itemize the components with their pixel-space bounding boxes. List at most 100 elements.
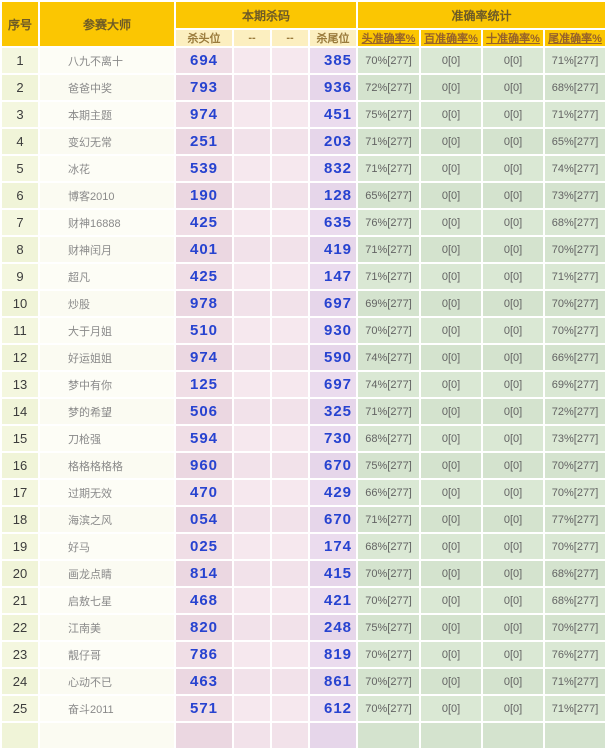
- kill-mid-2-cell: [272, 291, 308, 316]
- hundred-accuracy: [421, 723, 482, 748]
- ten-accuracy: 0[0]: [483, 345, 544, 370]
- tail-accuracy: 73%[277]: [545, 426, 606, 451]
- group-header-accuracy-stats: 准确率统计: [358, 2, 606, 28]
- hundred-accuracy: 0[0]: [421, 399, 482, 424]
- table-row: 23 靓仔哥 786 819 70%[277] 0[0] 0[0] 76%[27…: [2, 642, 606, 667]
- hundred-accuracy: 0[0]: [421, 372, 482, 397]
- sort-link-ten-accuracy[interactable]: 十准确率%: [483, 30, 544, 46]
- sort-link-tail-accuracy-label[interactable]: 尾准确率%: [548, 33, 602, 45]
- kill-mid-2-cell: [272, 642, 308, 667]
- row-index: 1: [2, 48, 38, 73]
- col-header-kill-head: 杀头位: [176, 30, 232, 46]
- ten-accuracy: 0[0]: [483, 561, 544, 586]
- head-accuracy: 68%[277]: [358, 534, 420, 559]
- tail-accuracy: 65%[277]: [545, 129, 606, 154]
- kill-head-value: 054: [176, 507, 232, 532]
- kill-head-value: 401: [176, 237, 232, 262]
- head-accuracy: 70%[277]: [358, 318, 420, 343]
- hundred-accuracy: 0[0]: [421, 507, 482, 532]
- master-name: 冰花: [40, 156, 174, 181]
- row-index: 3: [2, 102, 38, 127]
- kill-head-value: 468: [176, 588, 232, 613]
- hundred-accuracy: 0[0]: [421, 561, 482, 586]
- sort-link-hundred-accuracy[interactable]: 百准确率%: [421, 30, 482, 46]
- head-accuracy: 70%[277]: [358, 669, 420, 694]
- kill-tail-value: 385: [310, 48, 357, 73]
- kill-head-value: [176, 723, 232, 748]
- kill-mid-1-cell: [234, 102, 270, 127]
- ten-accuracy: [483, 723, 544, 748]
- kill-mid-1-cell: [234, 183, 270, 208]
- hundred-accuracy: 0[0]: [421, 669, 482, 694]
- kill-head-value: 978: [176, 291, 232, 316]
- master-name: 梦中有你: [40, 372, 174, 397]
- tail-accuracy: 71%[277]: [545, 696, 606, 721]
- master-name: 好运姐姐: [40, 345, 174, 370]
- kill-head-value: 510: [176, 318, 232, 343]
- ten-accuracy: 0[0]: [483, 453, 544, 478]
- kill-mid-2-cell: [272, 372, 308, 397]
- row-index: [2, 723, 38, 748]
- kill-head-value: 470: [176, 480, 232, 505]
- table-row: [2, 723, 606, 748]
- row-index: 21: [2, 588, 38, 613]
- kill-mid-1-cell: [234, 723, 270, 748]
- ten-accuracy: 0[0]: [483, 480, 544, 505]
- table-row: 5 冰花 539 832 71%[277] 0[0] 0[0] 74%[277]: [2, 156, 606, 181]
- sort-link-head-accuracy[interactable]: 头准确率%: [358, 30, 420, 46]
- col-header-index: 序号: [2, 2, 38, 46]
- table-row: 2 爸爸中奖 793 936 72%[277] 0[0] 0[0] 68%[27…: [2, 75, 606, 100]
- kill-head-value: 190: [176, 183, 232, 208]
- tail-accuracy: 70%[277]: [545, 480, 606, 505]
- ten-accuracy: 0[0]: [483, 669, 544, 694]
- sort-link-head-accuracy-label[interactable]: 头准确率%: [361, 33, 416, 45]
- table-body: 1 八九不离十 694 385 70%[277] 0[0] 0[0] 71%[2…: [2, 48, 606, 748]
- ten-accuracy: 0[0]: [483, 237, 544, 262]
- sort-link-hundred-accuracy-label[interactable]: 百准确率%: [424, 33, 478, 45]
- kill-tail-value: 147: [310, 264, 357, 289]
- table-row: 13 梦中有你 125 697 74%[277] 0[0] 0[0] 69%[2…: [2, 372, 606, 397]
- master-name: 启敖七星: [40, 588, 174, 613]
- kill-mid-2-cell: [272, 75, 308, 100]
- master-name: 大于月姐: [40, 318, 174, 343]
- table-row: 18 海滨之风 054 670 71%[277] 0[0] 0[0] 77%[2…: [2, 507, 606, 532]
- master-name: 变幻无常: [40, 129, 174, 154]
- kill-mid-2-cell: [272, 237, 308, 262]
- col-header-kill-tail: 杀尾位: [310, 30, 357, 46]
- kill-tail-value: 128: [310, 183, 357, 208]
- tail-accuracy: 71%[277]: [545, 102, 606, 127]
- table-row: 20 画龙点睛 814 415 70%[277] 0[0] 0[0] 68%[2…: [2, 561, 606, 586]
- row-index: 8: [2, 237, 38, 262]
- sort-link-ten-accuracy-label[interactable]: 十准确率%: [486, 33, 540, 45]
- row-index: 17: [2, 480, 38, 505]
- table-row: 17 过期无效 470 429 66%[277] 0[0] 0[0] 70%[2…: [2, 480, 606, 505]
- hundred-accuracy: 0[0]: [421, 318, 482, 343]
- kill-head-value: 506: [176, 399, 232, 424]
- table-row: 7 财神16888 425 635 76%[277] 0[0] 0[0] 68%…: [2, 210, 606, 235]
- kill-tail-value: 451: [310, 102, 357, 127]
- tail-accuracy: 70%[277]: [545, 318, 606, 343]
- kill-mid-1-cell: [234, 615, 270, 640]
- master-name: 八九不离十: [40, 48, 174, 73]
- kill-mid-1-cell: [234, 480, 270, 505]
- row-index: 11: [2, 318, 38, 343]
- master-name: 奋斗2011: [40, 696, 174, 721]
- kill-head-value: 425: [176, 210, 232, 235]
- kill-mid-1-cell: [234, 156, 270, 181]
- ten-accuracy: 0[0]: [483, 75, 544, 100]
- kill-head-value: 463: [176, 669, 232, 694]
- tail-accuracy: 70%[277]: [545, 291, 606, 316]
- tail-accuracy: 68%[277]: [545, 561, 606, 586]
- head-accuracy: [358, 723, 420, 748]
- sort-link-tail-accuracy[interactable]: 尾准确率%: [545, 30, 606, 46]
- ten-accuracy: 0[0]: [483, 156, 544, 181]
- group-header-kill-codes: 本期杀码: [176, 2, 357, 28]
- kill-tail-value: 730: [310, 426, 357, 451]
- master-name: 好马: [40, 534, 174, 559]
- tail-accuracy: 71%[277]: [545, 669, 606, 694]
- hundred-accuracy: 0[0]: [421, 696, 482, 721]
- kill-mid-1-cell: [234, 345, 270, 370]
- kill-tail-value: 832: [310, 156, 357, 181]
- ten-accuracy: 0[0]: [483, 642, 544, 667]
- kill-mid-1-cell: [234, 264, 270, 289]
